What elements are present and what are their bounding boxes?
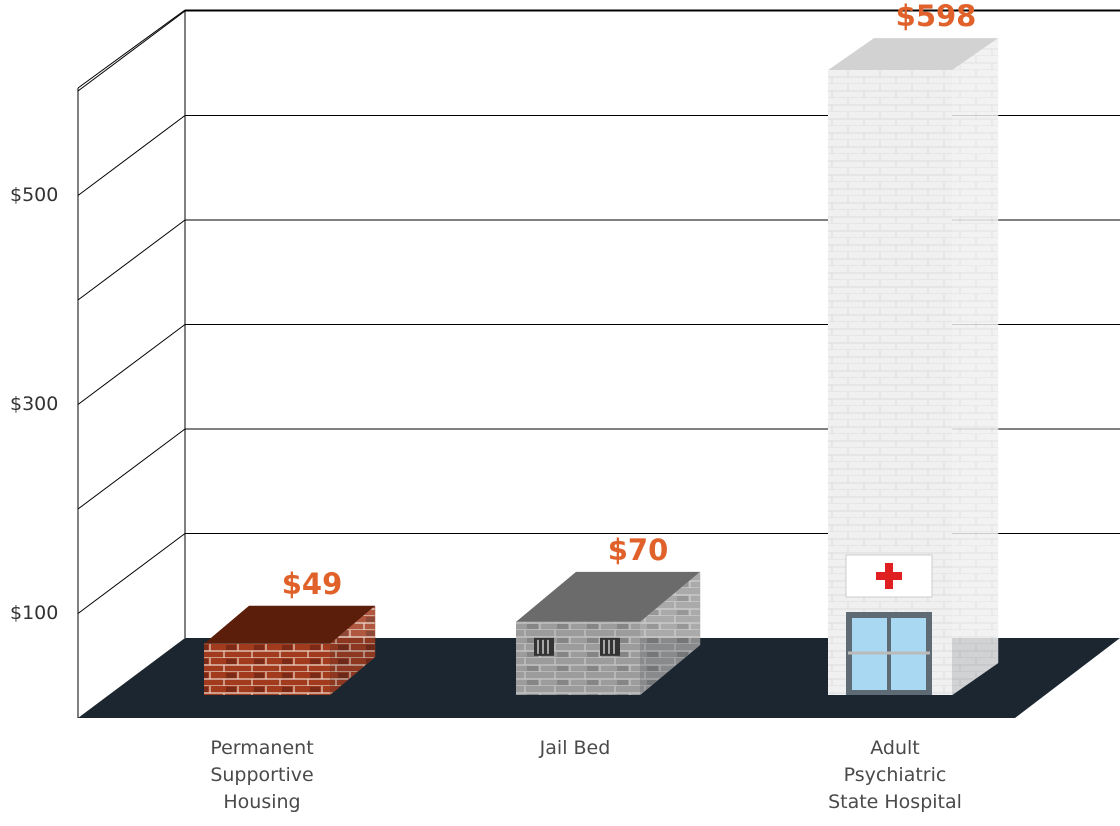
- grid-line: [77, 10, 186, 92]
- cross: [876, 572, 902, 580]
- left-wall-top: [77, 9, 186, 89]
- window: [600, 637, 620, 656]
- bar-top: [516, 571, 700, 622]
- value-label: $70: [608, 533, 669, 567]
- x-tick-label: Permanent Supportive Housing: [210, 737, 314, 813]
- y-tick-label: $300: [10, 393, 58, 415]
- bar-side: [951, 37, 999, 696]
- grid-line: [77, 219, 186, 301]
- value-label: $598: [896, 0, 977, 33]
- grid-line: [77, 324, 186, 405]
- bar-top: [828, 38, 998, 71]
- grid-line: [77, 115, 186, 196]
- grid-line: [77, 533, 186, 614]
- y-tick-label: $100: [10, 602, 58, 624]
- bar: [204, 643, 330, 695]
- y-tick-label: $500: [10, 184, 58, 206]
- x-tick-label: Jail Bed: [539, 737, 611, 759]
- value-label: $49: [282, 567, 343, 601]
- window: [534, 637, 554, 656]
- bar: [828, 70, 952, 696]
- x-tick-label: Adult Psychiatric State Hospital: [828, 737, 962, 813]
- bar: [516, 621, 640, 695]
- grid-line: [77, 428, 186, 510]
- bar-top: [204, 605, 375, 644]
